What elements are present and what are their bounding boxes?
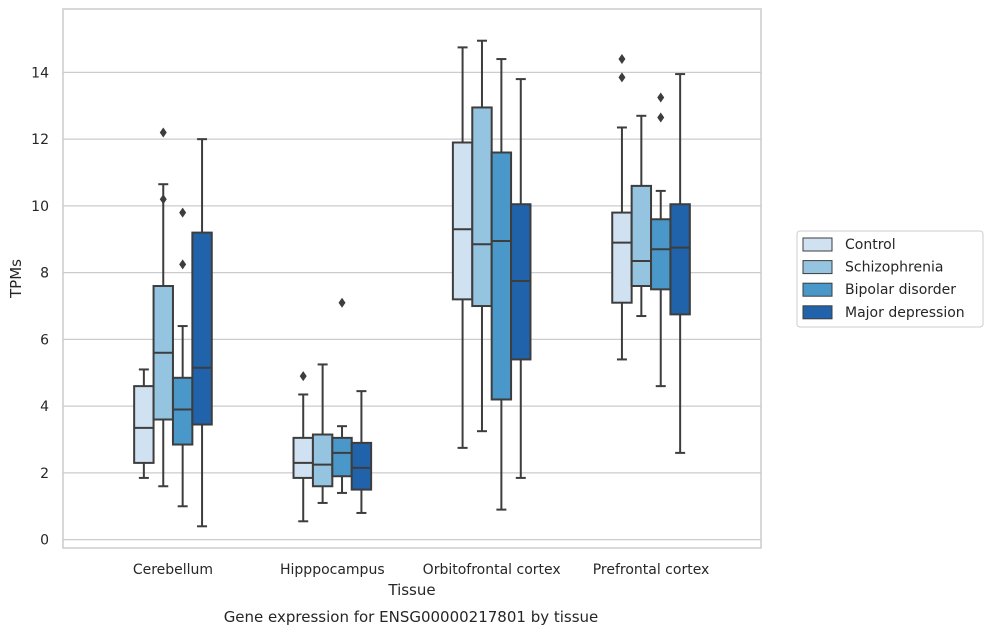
outlier-point [338,297,346,308]
outlier-point [299,371,307,382]
legend-swatch [802,237,833,252]
y-tick-label: 14 [31,65,49,81]
box-bipolar-disorder [331,297,353,494]
box-major-depression [669,73,691,454]
y-tick-label: 2 [40,466,49,482]
box-iqr [331,436,353,478]
box-iqr [630,184,653,288]
x-tick-label: Hipppocampus [280,562,385,578]
legend-frame [796,230,984,328]
box-bipolar-disorder [650,92,672,388]
y-tick-label: 10 [31,199,49,215]
y-axis: 0 2 4 6 8 10 12 14 [31,65,49,548]
y-tick-label: 12 [31,132,49,148]
x-axis: Cerebellum Hipppocampus Orbitofrontal cort… [133,562,710,578]
outlier-point [618,72,626,83]
outlier-point [159,194,167,205]
plot-area [133,39,691,528]
y-axis-label: TPMs [7,259,25,299]
box-iqr [133,385,155,464]
box-iqr [471,106,493,308]
x-tick-label: Cerebellum [133,562,213,578]
box-iqr [311,433,334,488]
outlier-point [618,54,626,65]
x-tick-label: Prefrontal cortex [593,562,710,578]
legend: Control Schizophrenia Bipolar disorder Majo… [796,230,984,328]
legend-swatch [802,282,833,297]
legend-label: Control [845,237,896,253]
box-bipolar-disorder [490,58,513,511]
legend-swatch [802,260,833,275]
box-major-depression [350,390,373,514]
box-iqr [451,141,474,301]
box-iqr [191,231,213,426]
box-control [292,371,314,523]
box-major-depression [191,138,213,528]
y-tick-label: 4 [40,399,49,415]
box-schizophrenia [471,39,493,433]
legend-swatch [802,305,833,320]
box-iqr [490,151,513,401]
x-tick-label: Orbitofrontal cortex [423,562,561,578]
box-iqr [350,441,373,491]
outlier-point [179,207,187,218]
box-iqr [611,211,633,304]
box-iqr [292,436,314,479]
y-tick-label: 6 [40,332,49,348]
box-iqr [171,376,194,446]
box-iqr [650,218,672,291]
outlier-point [657,92,665,103]
box-control [451,46,474,449]
box-bipolar-disorder [171,207,194,508]
y-tick-label: 0 [40,533,49,549]
box-schizophrenia [630,114,653,318]
box-major-depression [510,78,532,479]
x-axis-label: Tissue [387,581,435,599]
plot-frame [62,8,762,549]
chart-caption: Gene expression for ENSG00000217801 by t… [224,608,599,626]
outlier-point [159,127,167,138]
outlier-point [179,259,187,270]
box-control [611,54,633,361]
outlier-point [657,112,665,123]
legend-label: Schizophrenia [845,260,943,276]
box-schizophrenia [152,127,174,488]
box-control [133,368,155,479]
legend-label: Major depression [845,305,965,321]
box-schizophrenia [311,363,334,504]
y-tick-label: 8 [40,266,49,282]
box-iqr [669,203,691,316]
legend-label: Bipolar disorder [845,282,956,298]
